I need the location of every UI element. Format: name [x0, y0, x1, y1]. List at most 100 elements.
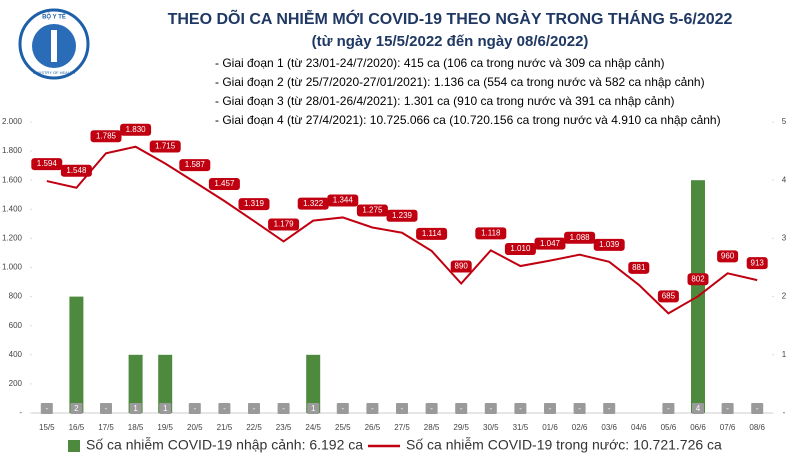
logo: BỘ Y TẾ MINISTRY OF HEALTH: [18, 8, 90, 80]
bar-label-box: [248, 403, 260, 414]
value-label-box: [657, 290, 679, 303]
bar-label-box: [188, 403, 201, 414]
bar-value-label: 4: [696, 404, 701, 413]
line-value-label: 685: [662, 291, 676, 300]
x-tick-label: 07/6: [720, 423, 736, 432]
y2-tick-label: 2: [782, 292, 787, 301]
bar-value-label: -: [489, 404, 492, 413]
value-label-box: [450, 260, 472, 273]
line-value-label: 1.548: [66, 166, 87, 175]
y2-tick-label: 3: [782, 234, 787, 243]
x-tick-label: 30/5: [483, 423, 499, 432]
line-value-label: 1.715: [155, 142, 176, 151]
bar-label-box: [366, 403, 379, 414]
annotation: - Giai đoạn 2 (từ 25/7/2020-27/01/2021):…: [215, 75, 705, 89]
x-tick-label: 22/5: [246, 423, 262, 432]
x-tick-label: 16/5: [69, 423, 85, 432]
x-tick-label: 15/5: [39, 423, 55, 432]
annotation: - Giai đoạn 4 (từ 27/4/2021): 10.725.066…: [215, 113, 721, 127]
y-tick-label: 200: [9, 379, 23, 388]
y-tick-label: 1.600: [2, 175, 23, 184]
x-tick-label: 17/5: [98, 423, 114, 432]
x-tick-label: 27/5: [394, 423, 410, 432]
y2-tick-label: 5: [782, 117, 787, 126]
y-tick-label: -: [19, 408, 22, 417]
value-label-box: [746, 257, 768, 270]
bar-value-label: -: [282, 404, 285, 413]
line-value-label: 1.275: [362, 206, 383, 215]
bar-label-box: [514, 403, 527, 414]
x-tick-label: 06/6: [690, 423, 706, 432]
value-label-box: [238, 198, 270, 211]
line-value-label: 1.239: [392, 211, 413, 220]
value-label-box: [90, 130, 122, 143]
legend-swatch: [68, 440, 80, 452]
line-value-label: 1.039: [599, 240, 620, 249]
line-value-label: 960: [721, 251, 735, 260]
y-tick-label: 1.000: [2, 263, 23, 272]
bar-label-box: [692, 403, 704, 414]
x-tick-label: 24/5: [305, 423, 321, 432]
y-tick-label: 800: [9, 292, 23, 301]
bar-label-box: [573, 403, 586, 414]
chart-subtitle: (từ ngày 15/5/2022 đến ngày 08/6/2022): [312, 33, 589, 50]
y2-tick-label: -: [783, 408, 786, 417]
bar-value-label: -: [341, 404, 344, 413]
line: [46, 145, 758, 315]
x-tick-label: 18/5: [128, 423, 144, 432]
annotation: - Giai đoạn 3 (từ 28/01-26/4/2021): 1.30…: [215, 94, 675, 108]
line-value-label: 1.830: [126, 125, 147, 134]
bar-label-box: [159, 403, 172, 414]
bar-value-label: -: [193, 404, 196, 413]
logo-staff: [51, 30, 57, 62]
bar: [69, 296, 84, 413]
line-value-label: 1.114: [422, 229, 442, 238]
line-value-label: 913: [751, 258, 765, 267]
value-label-box: [60, 164, 92, 177]
bar-label-box: [277, 403, 290, 414]
line-value-label: 1.047: [540, 239, 561, 248]
bar: [158, 354, 173, 413]
bar-label-box: [129, 403, 142, 414]
line-value-label: 1.319: [244, 199, 265, 208]
y-tick-label: 400: [9, 350, 23, 359]
line-value-label: 1.322: [303, 199, 324, 208]
bar-label-box: [336, 403, 349, 414]
bar-label-box: [396, 403, 408, 414]
bar-value-label: -: [549, 404, 552, 413]
line-value-label: 1.457: [214, 179, 235, 188]
line-value-label: 1.010: [510, 244, 531, 253]
bar-label-box: [721, 403, 734, 414]
bar-label-box: [455, 403, 468, 414]
x-tick-label: 29/5: [453, 423, 469, 432]
bar-label-box: [662, 403, 675, 414]
value-label-box: [628, 261, 650, 274]
bar-value-label: -: [401, 404, 404, 413]
bar: [128, 354, 143, 413]
value-label-box: [504, 243, 536, 256]
line-value-label: 802: [691, 274, 705, 283]
line-value-label: 1.179: [274, 220, 295, 229]
line-value-label: 1.587: [185, 160, 206, 169]
value-label-box: [534, 237, 566, 250]
x-tick-label: 19/5: [157, 423, 173, 432]
bar-value-label: -: [608, 404, 611, 413]
bar-label-box: [544, 403, 556, 414]
bar-value-label: 2: [74, 404, 79, 413]
bar-value-label: -: [519, 404, 522, 413]
line-value-label: 1.594: [37, 159, 58, 168]
x-tick-label: 28/5: [424, 423, 440, 432]
x-tick-label: 25/5: [335, 423, 351, 432]
value-label-box: [208, 178, 240, 191]
value-label-box: [31, 158, 63, 171]
x-tick-label: 20/5: [187, 423, 203, 432]
value-label-box: [564, 231, 596, 244]
bar-value-label: -: [578, 404, 581, 413]
line-value-label: 1.344: [333, 196, 354, 205]
line-value-label: 881: [632, 263, 646, 272]
value-label-box: [475, 227, 507, 240]
bar: [306, 354, 321, 413]
annotation: - Giai đoạn 1 (từ 23/01-24/7/2020): 415 …: [215, 56, 665, 70]
value-label-box: [416, 227, 448, 240]
